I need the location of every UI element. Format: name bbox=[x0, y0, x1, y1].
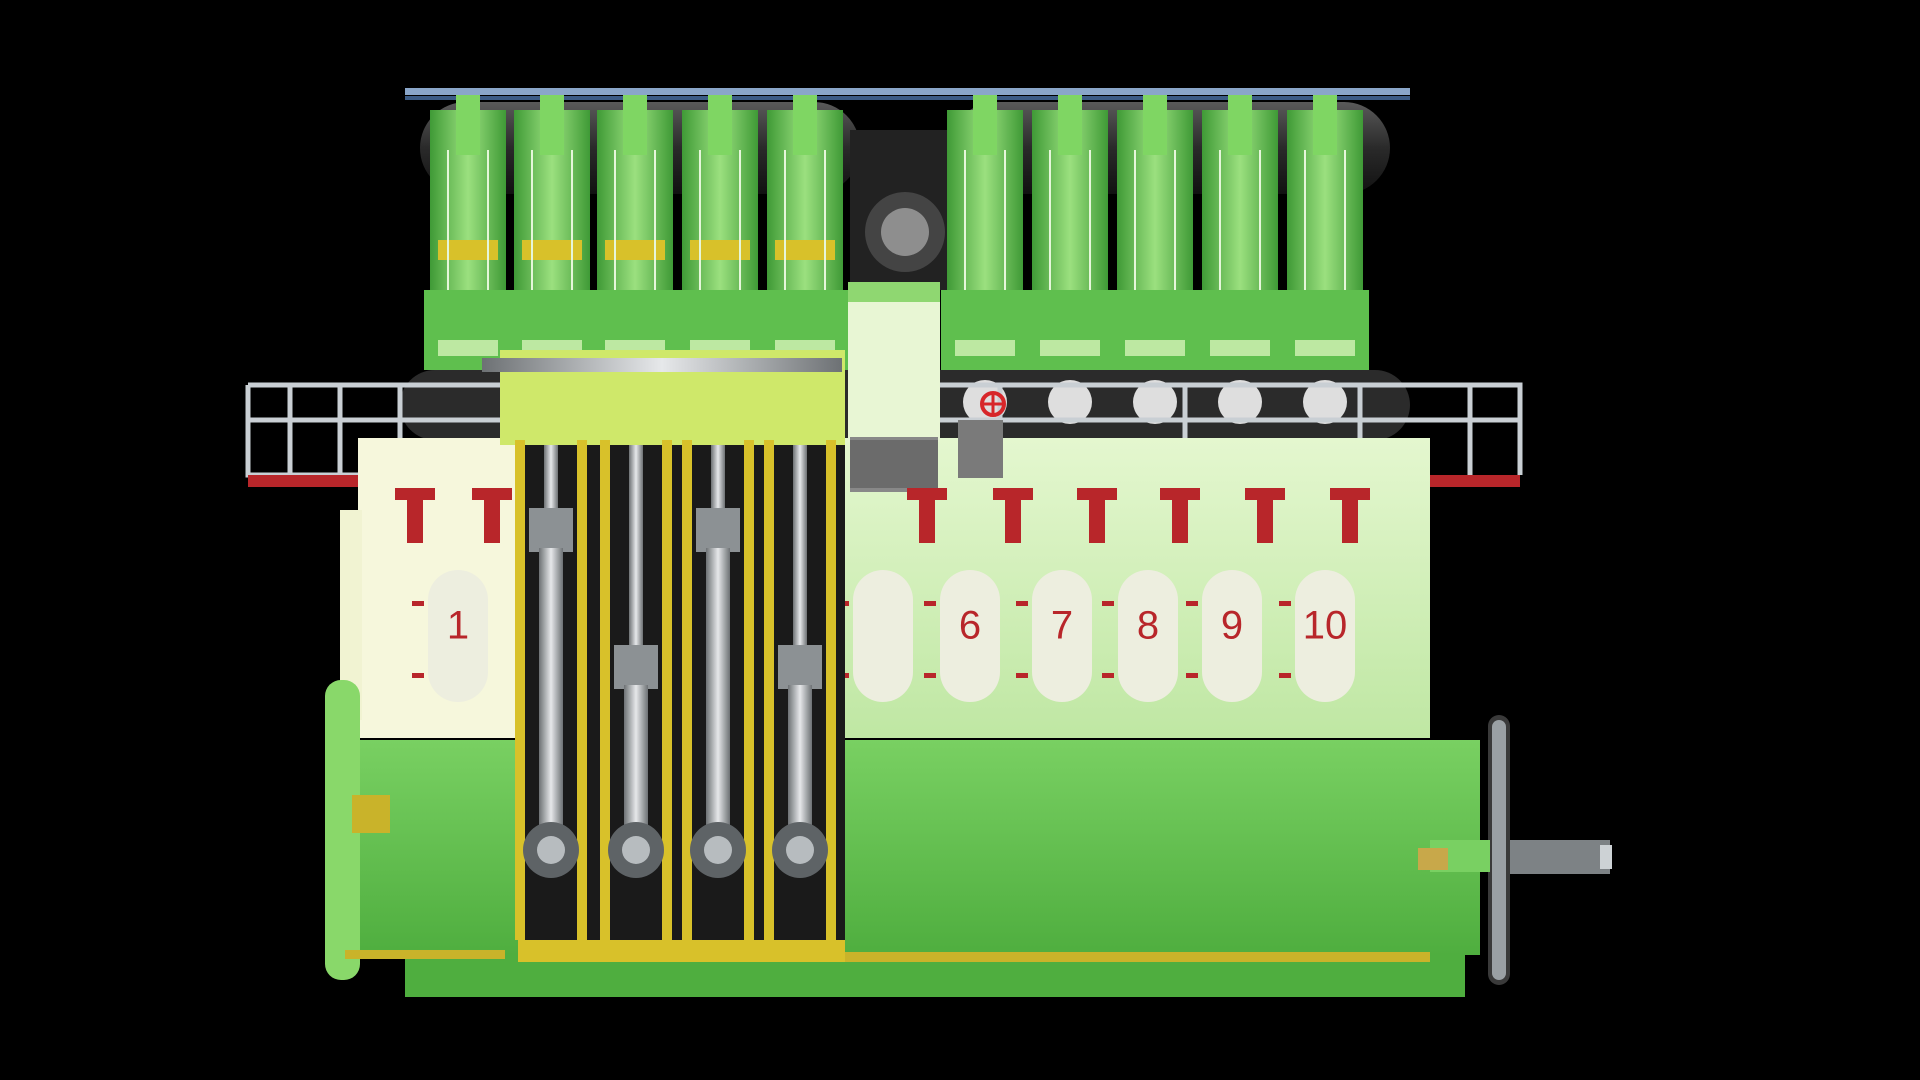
running-gear-3 bbox=[600, 440, 672, 940]
frame-bracket-4 bbox=[993, 488, 1033, 543]
camshaft bbox=[482, 358, 842, 372]
cylinder-cover-5 bbox=[761, 95, 849, 370]
cylinder-cover-8 bbox=[1111, 95, 1199, 424]
cylinder-cover-4 bbox=[676, 95, 764, 370]
frame-bracket-3 bbox=[907, 488, 947, 543]
cylinder-number-label: 7 bbox=[1051, 604, 1073, 648]
cylinder-cover-2 bbox=[508, 95, 596, 370]
crankcase-doors: 1 6 7 8 9 10 bbox=[412, 570, 1355, 702]
cylinder-cover-1 bbox=[424, 95, 512, 370]
cylinder-number-label: 6 bbox=[959, 604, 981, 648]
cylinder-number-label: 1 bbox=[447, 604, 469, 648]
cylinder-cover-6 bbox=[941, 95, 1029, 424]
cylinder-number-label: 8 bbox=[1137, 604, 1159, 648]
frame-bracket-2 bbox=[472, 488, 512, 543]
cutaway-section bbox=[500, 350, 845, 962]
crankcase-door-5 bbox=[1102, 570, 1178, 702]
crankcase-door-3 bbox=[924, 570, 1000, 702]
flywheel bbox=[1418, 715, 1612, 985]
cylinder-covers bbox=[424, 95, 1369, 424]
cylinder-number-label: 9 bbox=[1221, 604, 1243, 648]
top-manifold-rail bbox=[405, 88, 1410, 100]
cylinder-cover-7 bbox=[1026, 95, 1114, 424]
cylinder-cover-10 bbox=[1281, 95, 1369, 424]
crankcase-door-1 bbox=[412, 570, 488, 702]
cylinder-number-label: 10 bbox=[1303, 604, 1348, 648]
frame-bracket-1 bbox=[395, 488, 435, 543]
handwheel-icon bbox=[980, 391, 1006, 417]
running-gear-2 bbox=[515, 440, 587, 940]
frame-bracket-8 bbox=[1330, 488, 1370, 543]
cylinder-cover-3 bbox=[591, 95, 679, 370]
running-gear-4 bbox=[682, 440, 754, 940]
control-box bbox=[850, 420, 1003, 488]
running-gear-5 bbox=[764, 440, 836, 940]
frame-bracket-6 bbox=[1160, 488, 1200, 543]
frame-bracket-7 bbox=[1245, 488, 1285, 543]
frame-bracket-5 bbox=[1077, 488, 1117, 543]
crankcase-door-7 bbox=[1279, 570, 1355, 702]
crankcase-door-4 bbox=[1016, 570, 1092, 702]
crankcase-door-6 bbox=[1186, 570, 1262, 702]
frame-brackets bbox=[395, 488, 1370, 543]
cylinder-cover-9 bbox=[1196, 95, 1284, 424]
